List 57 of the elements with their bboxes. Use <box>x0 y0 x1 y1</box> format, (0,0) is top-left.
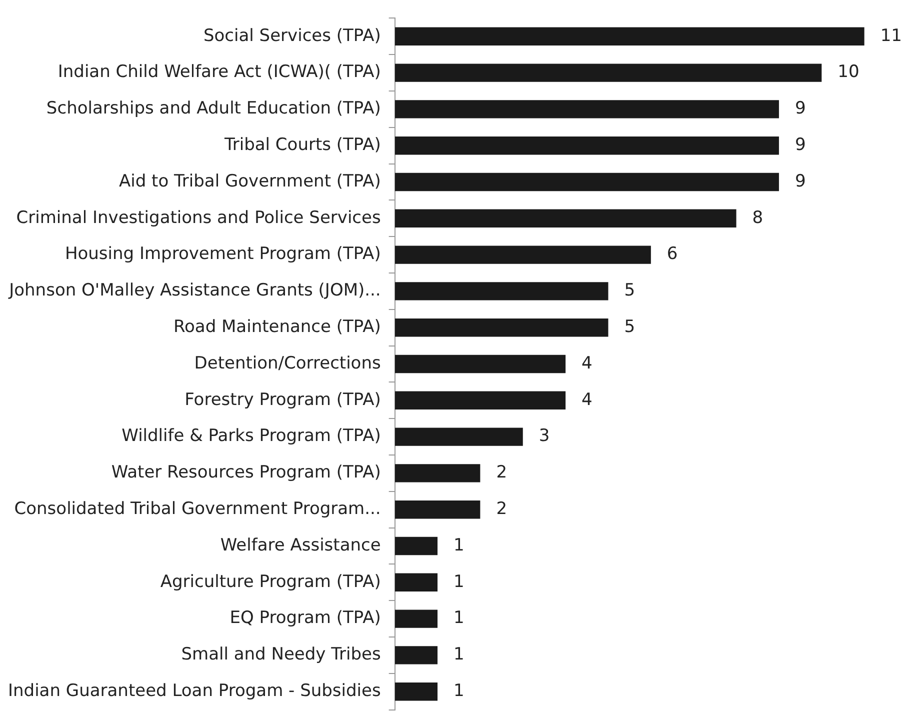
data-label: 3 <box>538 426 550 446</box>
data-label: 2 <box>496 462 508 483</box>
y-tick-label: Agriculture Program (TPA) <box>160 572 381 592</box>
data-label: 5 <box>624 317 636 338</box>
y-tick-label: Tribal Courts (TPA) <box>223 135 381 156</box>
y-tick-label: Aid to Tribal Government (TPA) <box>119 171 381 192</box>
bar <box>394 500 480 519</box>
bar <box>394 428 523 446</box>
data-label: 5 <box>624 280 636 301</box>
bar <box>394 464 480 482</box>
bar <box>394 172 779 192</box>
y-tick-label: Scholarships and Adult Education (TPA) <box>46 98 381 119</box>
y-tick-label: Criminal Investigations and Police Services <box>16 208 381 228</box>
data-label: 10 <box>838 62 860 82</box>
y-tick-label: Indian Guaranteed Loan Progam - Subsidies <box>8 681 381 702</box>
bar <box>394 610 438 628</box>
y-tick-label: Wildlife & Parks Program (TPA) <box>122 426 381 446</box>
y-tick-label: Water Resources Program (TPA) <box>111 462 381 483</box>
data-label: 9 <box>794 171 806 192</box>
bar <box>394 318 608 337</box>
bar <box>394 136 779 155</box>
bar <box>394 354 566 374</box>
data-label: 1 <box>454 681 464 702</box>
bar <box>394 646 438 664</box>
bar <box>394 64 822 82</box>
data-label: 1 <box>454 572 464 592</box>
data-label: 6 <box>666 244 678 264</box>
data-label: 1 <box>454 608 464 628</box>
y-tick-label: Small and Needy Tribes <box>181 644 381 665</box>
bar <box>394 282 608 300</box>
bar <box>394 209 736 228</box>
bar <box>394 573 438 592</box>
y-tick-label: Johnson O'Malley Assistance Grants (JOM)... <box>8 280 381 301</box>
bar <box>394 100 779 118</box>
data-label: 2 <box>496 499 508 520</box>
y-tick-label: Housing Improvement Program (TPA) <box>64 244 381 264</box>
bar <box>394 391 566 410</box>
data-label: 8 <box>752 208 764 228</box>
y-tick-label: Consolidated Tribal Government Program... <box>14 499 381 520</box>
y-tick-label: Detention/Corrections <box>194 353 381 374</box>
data-label: 11 <box>880 26 902 46</box>
y-tick-label: Road Maintenance (TPA) <box>173 317 381 338</box>
bar <box>394 246 651 264</box>
y-tick-label: Social Services (TPA) <box>203 26 381 46</box>
data-label: 1 <box>454 644 464 665</box>
y-tick-label: Welfare Assistance <box>220 535 381 556</box>
data-label: 4 <box>582 390 592 410</box>
bar <box>394 682 438 701</box>
y-tick-label: Indian Child Welfare Act (ICWA)( (TPA) <box>58 62 381 82</box>
data-label: 9 <box>794 135 806 156</box>
bar <box>394 536 438 556</box>
data-label: 9 <box>794 98 806 119</box>
data-label: 4 <box>582 353 592 374</box>
y-tick-label: Forestry Program (TPA) <box>184 390 381 410</box>
bar <box>394 27 864 46</box>
data-label: 1 <box>454 535 464 556</box>
y-tick-label: EQ Program (TPA) <box>230 608 381 628</box>
